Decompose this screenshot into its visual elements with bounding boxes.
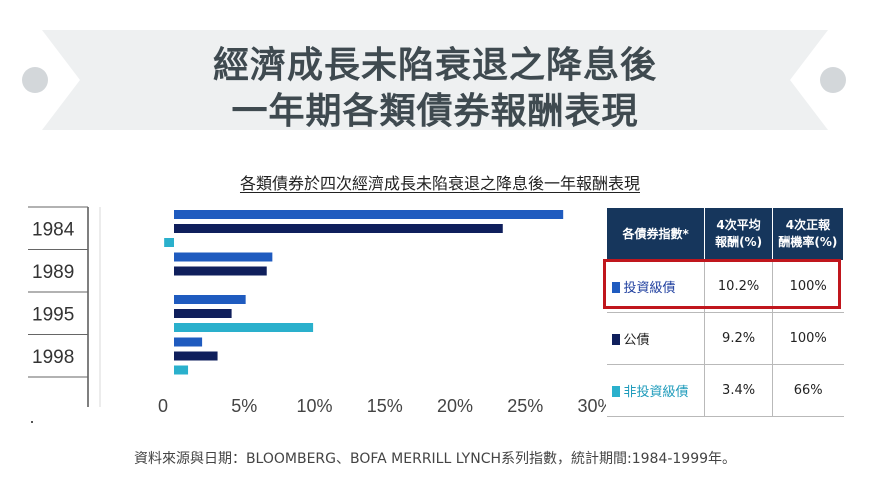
- category-label: 1995: [32, 304, 74, 325]
- bond-name: 非投資級債: [623, 385, 689, 400]
- decorative-dot: [31, 421, 33, 423]
- bar-1989-投資級債: [174, 252, 273, 262]
- legend-swatch-icon: [611, 282, 620, 293]
- table-header-index: 各債券指數*: [605, 207, 706, 261]
- table-cell-avg: 3.4%: [704, 364, 773, 417]
- bar-1998-公債: [174, 351, 218, 361]
- chart-title: 各類債券於四次經濟成長未陷衰退之降息後一年報酬表現: [239, 174, 640, 193]
- table-cell-avg: 9.2%: [704, 312, 773, 365]
- bar-chart: 1984 1989 1995 1998 0 5% 10% 15% 20% 25% 30%: [28, 206, 606, 416]
- page-title-line-2: 一年期各類債券報酬表現: [231, 91, 639, 132]
- page-title-line-1: 經濟成長未陷衰退之降息後: [212, 45, 657, 86]
- x-tick-label: 25%: [507, 396, 543, 416]
- bar-1998-投資級債: [174, 337, 203, 347]
- banner-right-dot: [820, 67, 846, 93]
- chart-axes: [28, 206, 101, 407]
- x-tick-label: 15%: [367, 396, 403, 416]
- summary-table: 各債券指數* 4次平均 報酬(%) 4次正報 酬機率(%) 投資級債 10.2% 1…: [605, 207, 845, 417]
- category-label: 1984: [32, 219, 75, 240]
- table-header-avg-return: 4次平均 報酬(%): [704, 207, 773, 261]
- bar-1995-非投資級債: [174, 323, 314, 332]
- x-tick-label: 30%: [577, 396, 606, 416]
- bar-1984-公債: [174, 224, 503, 233]
- x-tick-label: 10%: [296, 396, 332, 416]
- bar-1984-投資級債: [174, 210, 564, 219]
- table-header-positive-prob: 4次正報 酬機率(%): [771, 207, 845, 261]
- bar-1998-非投資級債: [174, 365, 189, 375]
- table-header-row: 各債券指數* 4次平均 報酬(%) 4次正報 酬機率(%): [605, 207, 845, 261]
- table-cell-prob: 100%: [772, 312, 844, 365]
- category-label: 1998: [32, 347, 74, 368]
- legend-swatch-icon: [611, 334, 620, 345]
- bar-1995-投資級債: [174, 295, 246, 304]
- banner-ribbon: [42, 30, 828, 130]
- bond-name: 投資級債: [623, 281, 676, 296]
- title-banner: [22, 30, 846, 130]
- table-row: 非投資級債 3.4% 66%: [606, 364, 844, 417]
- x-tick-label: 0: [158, 396, 168, 416]
- table-cell-prob: 100%: [772, 260, 844, 313]
- bar-1995-公債: [174, 309, 232, 318]
- table-cell-name: 公債: [606, 312, 706, 365]
- table-row: 投資級債 10.2% 100%: [606, 260, 844, 313]
- x-tick-label: 20%: [437, 396, 473, 416]
- bar-1984-非投資級債: [164, 238, 174, 247]
- x-tick-label: 5%: [231, 396, 257, 416]
- chart-labels: 1984 1989 1995 1998 0 5% 10% 15% 20% 25% 30%: [32, 219, 606, 416]
- table-cell-prob: 66%: [772, 364, 844, 417]
- chart-bars: [164, 210, 564, 375]
- bond-name: 公債: [623, 333, 650, 348]
- bar-1989-公債: [174, 266, 267, 276]
- table-row: 公債 9.2% 100%: [606, 312, 844, 365]
- legend-swatch-icon: [611, 386, 620, 397]
- category-label: 1989: [32, 262, 74, 283]
- banner-left-dot: [22, 67, 48, 93]
- table-cell-name: 非投資級債: [606, 364, 706, 417]
- source-note: 資料來源與日期：BLOOMBERG、BOFA MERRILL LYNCH系列指數…: [133, 451, 737, 467]
- table-cell-avg: 10.2%: [704, 260, 773, 313]
- table-cell-name: 投資級債: [606, 260, 706, 313]
